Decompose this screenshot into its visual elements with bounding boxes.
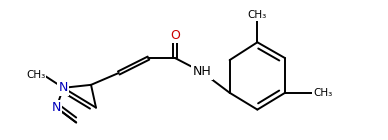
- Text: CH₃: CH₃: [248, 10, 267, 20]
- Text: NH: NH: [192, 66, 211, 79]
- Text: CH₃: CH₃: [26, 70, 45, 80]
- Text: N: N: [59, 81, 68, 94]
- Text: N: N: [52, 101, 61, 114]
- Text: CH₃: CH₃: [313, 88, 333, 98]
- Text: O: O: [170, 29, 180, 42]
